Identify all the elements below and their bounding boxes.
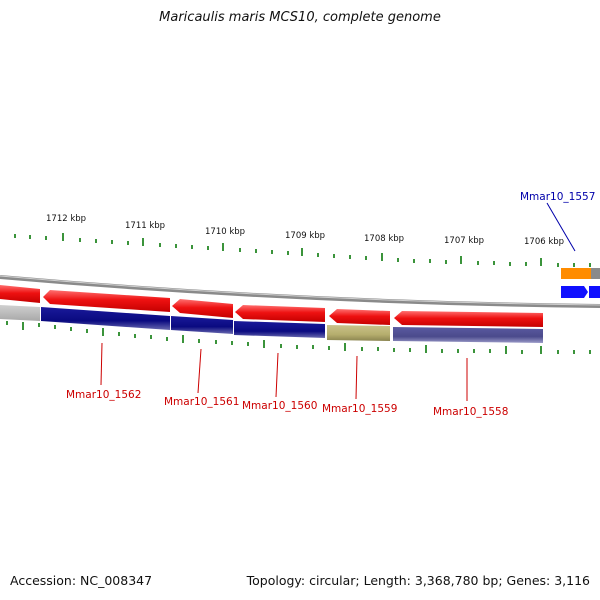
gene-arrow-red-1 bbox=[0, 285, 40, 303]
feature-gray-block bbox=[0, 305, 40, 321]
feature-navy-block-3 bbox=[234, 321, 325, 338]
gene-arrow-red-4 bbox=[235, 305, 325, 322]
gene-arrow-red-5 bbox=[329, 309, 390, 325]
gene-arrow-red-3 bbox=[172, 299, 233, 318]
scale-label-1711: 1711 kbp bbox=[125, 221, 165, 231]
scale-labels: 1712 kbp 1711 kbp 1710 kbp 1709 kbp 1708… bbox=[46, 214, 564, 247]
leader-line-1557 bbox=[546, 202, 576, 252]
scale-label-1707: 1707 kbp bbox=[444, 236, 484, 246]
scale-label-1712: 1712 kbp bbox=[46, 214, 86, 224]
gene-label-mmar10-1562[interactable]: Mmar10_1562 bbox=[66, 389, 141, 401]
genome-backbone-highlight bbox=[0, 275, 600, 306]
gene-label-mmar10-1559[interactable]: Mmar10_1559 bbox=[322, 403, 397, 415]
leader-line-1559 bbox=[355, 355, 358, 400]
genome-backbone-arc bbox=[0, 275, 600, 308]
gene-label-mmar10-1561[interactable]: Mmar10_1561 bbox=[164, 396, 239, 408]
gene-blue-right bbox=[589, 286, 600, 298]
gene-arrow-red-6 bbox=[394, 311, 543, 327]
feature-navy-block-2 bbox=[171, 316, 233, 334]
leader-line-1562 bbox=[100, 342, 103, 386]
gene-gray-right bbox=[591, 268, 600, 279]
leader-line-1561 bbox=[197, 348, 202, 394]
genome-summary-text: Topology: circular; Length: 3,368,780 bp… bbox=[246, 573, 590, 588]
gene-label-mmar10-1560[interactable]: Mmar10_1560 bbox=[242, 400, 317, 412]
gene-label-mmar10-1557[interactable]: Mmar10_1557 bbox=[520, 191, 595, 203]
feature-track bbox=[0, 305, 543, 343]
feature-purple-block bbox=[393, 327, 543, 343]
scale-label-1708: 1708 kbp bbox=[364, 234, 404, 244]
genome-title: Maricaulis maris MCS10, complete genome bbox=[159, 10, 441, 25]
outer-tick-row bbox=[14, 233, 591, 267]
scale-label-1706: 1706 kbp bbox=[524, 237, 564, 247]
gene-arrow-red-2 bbox=[43, 290, 170, 312]
gene-label-mmar10-1558[interactable]: Mmar10_1558 bbox=[433, 406, 508, 418]
leader-line-1560 bbox=[275, 352, 279, 398]
feature-khaki-block bbox=[327, 325, 390, 341]
accession-text: Accession: NC_008347 bbox=[10, 573, 153, 588]
scale-label-1709: 1709 kbp bbox=[285, 231, 325, 241]
feature-navy-block-1 bbox=[41, 307, 170, 330]
gene-blue-arrow bbox=[561, 286, 588, 298]
inner-tick-row bbox=[6, 321, 591, 354]
gene-orange-block bbox=[561, 268, 591, 279]
scale-label-1710: 1710 kbp bbox=[205, 227, 245, 237]
gene-arrows-red bbox=[0, 285, 543, 327]
